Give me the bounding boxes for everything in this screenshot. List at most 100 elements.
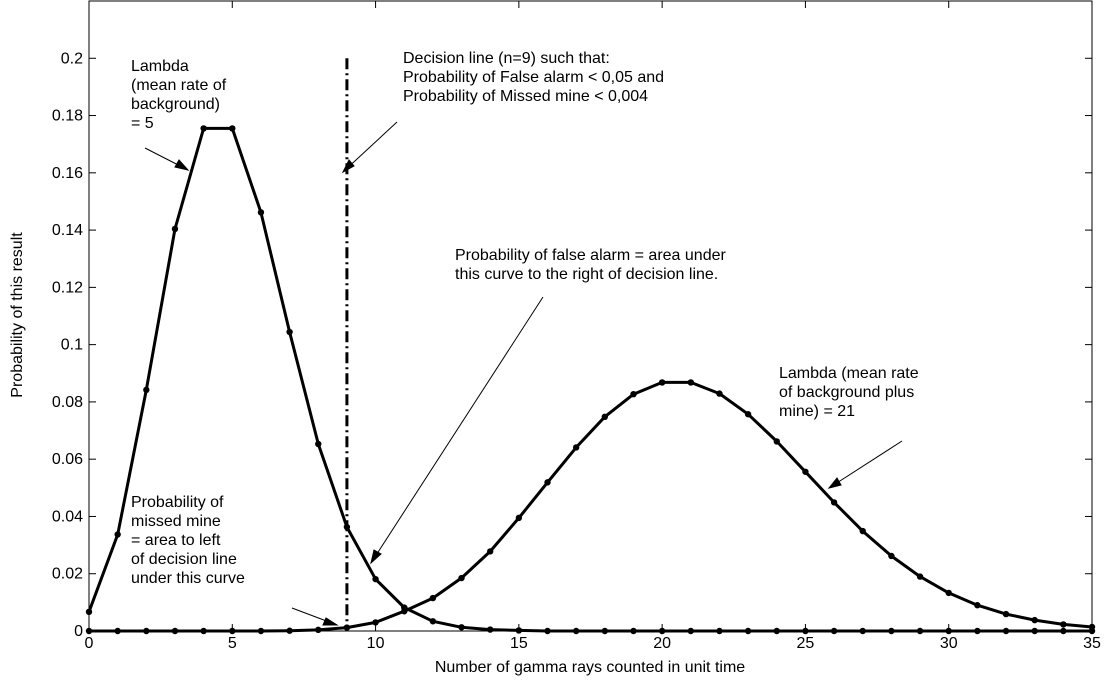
data-point <box>916 573 924 580</box>
series-line-1 <box>87 126 1092 633</box>
data-point <box>945 627 952 635</box>
data-point <box>429 618 437 625</box>
data-point <box>630 627 637 635</box>
data-point <box>286 627 293 634</box>
data-point <box>515 514 523 522</box>
data-point <box>974 627 981 635</box>
y-axis-label: Probability of this result <box>9 232 26 398</box>
data-point <box>257 209 265 216</box>
x-tick-label: 30 <box>940 635 958 652</box>
arrow-lambda21 <box>828 440 903 489</box>
data-point <box>85 608 93 616</box>
y-tick-label: 0.02 <box>52 566 83 583</box>
annotation-false-alarm: Probability of false alarm = area under … <box>455 247 730 283</box>
data-point <box>859 527 866 535</box>
annotation-lambda21-line: Lambda (mean rate <box>779 365 919 382</box>
data-point <box>1002 610 1010 618</box>
annotation-false-alarm-line: this curve to the right of decision line… <box>455 266 718 283</box>
data-point <box>830 499 838 506</box>
annotation-missed-mine-line: missed mine <box>131 513 221 530</box>
data-point <box>315 626 322 634</box>
arrow-false-alarm-head <box>370 549 382 565</box>
data-point <box>974 602 981 609</box>
data-point <box>601 413 609 420</box>
x-tick-label: 20 <box>653 635 671 652</box>
data-point <box>229 627 236 635</box>
annotation-missed-mine-line: = area to left <box>131 532 221 549</box>
data-point <box>257 627 265 635</box>
x-tick-labels: 0 5 10 15 20 25 30 35 <box>85 635 1101 652</box>
data-point <box>1088 623 1096 631</box>
data-point <box>687 627 694 635</box>
y-tick-label: 0.12 <box>52 279 83 296</box>
data-point <box>630 390 637 398</box>
data-point <box>372 575 379 583</box>
data-point <box>916 627 924 635</box>
annotation-lambda5-line: background) <box>131 96 220 113</box>
y-tick-label: 0.18 <box>52 108 83 125</box>
data-point <box>1060 621 1067 628</box>
annotation-decision-line: Probability of False alarm < 0,05 and <box>403 69 664 86</box>
data-point <box>1002 627 1010 635</box>
x-tick-label: 35 <box>1083 635 1101 652</box>
annotation-lambda21-line: mine) = 21 <box>779 403 855 420</box>
data-point <box>1060 627 1067 635</box>
y-tick-label: 0.08 <box>52 394 83 411</box>
data-point <box>343 624 351 631</box>
x-tick-label: 0 <box>85 635 94 652</box>
y-tick-label: 0.04 <box>52 508 83 525</box>
data-point <box>114 531 121 538</box>
arrow-lambda21-head <box>827 477 842 489</box>
x-tick-label: 25 <box>797 635 815 652</box>
annotation-false-alarm-line: Probability of false alarm = area under <box>455 247 726 264</box>
annotation-missed-mine-line: under this curve <box>131 570 245 587</box>
data-point <box>143 627 150 635</box>
data-point <box>544 627 551 635</box>
data-point <box>802 627 809 635</box>
data-point <box>658 627 666 635</box>
series-line-2 <box>89 380 1093 633</box>
arrow-missed-mine-head <box>322 617 339 626</box>
data-point <box>744 411 752 418</box>
data-point <box>487 626 494 633</box>
y-tick-label: 0.1 <box>61 337 83 354</box>
data-point <box>572 444 580 451</box>
data-point <box>572 627 580 635</box>
data-point <box>773 627 780 635</box>
data-point <box>1031 627 1038 635</box>
annotation-lambda5-line: Lambda <box>131 58 189 75</box>
data-point <box>229 125 236 132</box>
data-point <box>888 627 895 635</box>
data-point <box>429 594 437 602</box>
annotation-lambda5: Lambda (mean rate of background) = 5 <box>131 58 231 132</box>
data-point <box>716 627 723 635</box>
data-point <box>945 589 952 597</box>
annotation-arrows <box>144 121 903 626</box>
data-point <box>830 627 838 635</box>
annotation-lambda5-line: = 5 <box>131 115 154 132</box>
data-point <box>687 379 694 386</box>
data-point <box>114 627 121 635</box>
data-point <box>200 125 207 132</box>
data-point <box>372 619 379 626</box>
annotation-decision-line: Probability of Missed mine < 0,004 <box>403 88 648 105</box>
arrow-lambda5-head <box>174 159 190 171</box>
annotation-decision-line: Decision line (n=9) such that: <box>403 50 610 67</box>
y-tick-label: 0.16 <box>52 165 83 182</box>
annotation-lambda21: Lambda (mean rate of background plus min… <box>779 365 923 420</box>
data-point <box>143 386 150 394</box>
data-point <box>458 574 465 582</box>
y-tick-label: 0.06 <box>52 451 83 468</box>
data-point <box>487 548 494 555</box>
data-point <box>1031 616 1038 624</box>
data-point <box>171 627 179 635</box>
annotation-missed-mine: Probability of missed mine = area to lef… <box>131 494 245 587</box>
x-axis-label: Number of gamma rays counted in unit tim… <box>435 659 745 676</box>
data-point <box>85 627 93 635</box>
annotation-lambda21-line: of background plus <box>779 384 914 401</box>
data-point <box>544 479 551 486</box>
data-point <box>744 627 752 635</box>
data-point <box>401 608 408 615</box>
data-point <box>888 552 895 560</box>
